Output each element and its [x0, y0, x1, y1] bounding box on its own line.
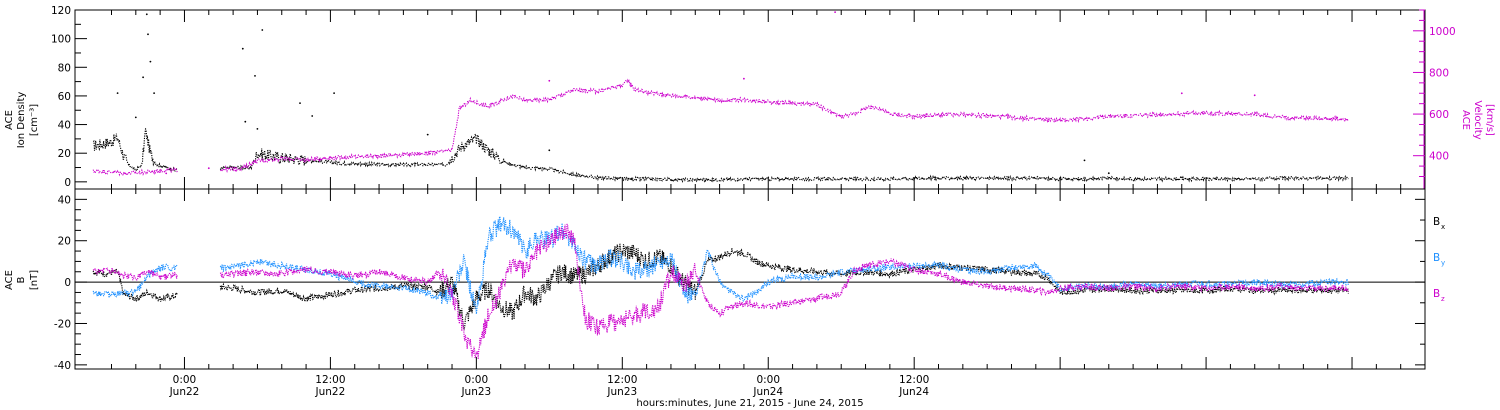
top-outlier-point	[261, 29, 264, 31]
density-tick-label: 60	[58, 91, 71, 103]
top-outlier-point	[207, 167, 210, 170]
legend-subscript-y: y	[1441, 259, 1445, 267]
bottom-panel-data	[75, 214, 1425, 360]
b-series-bz-trace	[92, 267, 178, 281]
density-tick-label: 100	[51, 34, 71, 46]
legend-label-by: B	[1433, 252, 1440, 264]
velocity-axis-title-line2: Velocity	[1472, 100, 1483, 139]
top-outlier-point	[165, 172, 168, 175]
velocity-axis-ticks: 400 600 800 1000	[1413, 9, 1456, 189]
b-axis-title-line2: B	[16, 276, 27, 283]
time-tick-label: 12:00	[315, 374, 345, 386]
density-axis-title-line3: [cm⁻³]	[29, 104, 40, 136]
top-series-density-trace	[92, 127, 178, 173]
top-outlier-point	[1107, 172, 1110, 175]
time-tick-label: 12:00	[607, 374, 637, 386]
velocity-axis-title-line3: [km/s]	[1484, 104, 1495, 136]
density-axis-ticks: 0 20 40 60 80 100 120	[51, 5, 87, 189]
ion-density-velocity-panel: 0 20 40 60 80 100 120 400 600 800 1000 ACE Ion De…	[4, 5, 1495, 190]
top-series-density-trace	[219, 132, 1349, 184]
b-series-bz-trace	[219, 223, 1349, 360]
density-tick-label: 120	[51, 5, 71, 17]
velocity-tick-label: 400	[1429, 151, 1449, 163]
b-tick-label: 40	[58, 194, 71, 206]
time-tick-label: 0:00	[465, 374, 489, 386]
date-tick-label: Jun22	[315, 386, 346, 398]
density-tick-label: 20	[58, 148, 71, 160]
b-series-bx-trace	[219, 243, 1349, 331]
density-axis-title-line1: ACE	[4, 110, 15, 130]
density-tick-label: 80	[58, 62, 71, 74]
top-outlier-point	[743, 77, 745, 80]
top-outlier-point	[149, 60, 152, 63]
top-outlier-point	[256, 127, 259, 130]
top-outlier-point	[426, 133, 429, 136]
top-outlier-point	[134, 116, 137, 119]
b-axis-title-line3: [nT]	[29, 270, 40, 290]
top-outlier-point	[548, 149, 551, 152]
date-tick-label: Jun23	[460, 386, 491, 398]
b-tick-label: 0	[64, 277, 71, 289]
top-outlier-point	[116, 92, 119, 94]
date-tick-label: Jun23	[606, 386, 637, 398]
top-outlier-point	[333, 92, 335, 94]
time-tick-label: 0:00	[173, 374, 197, 386]
top-outlier-point	[1253, 94, 1256, 97]
top-outlier-point	[244, 120, 247, 123]
b-tick-label: 20	[58, 236, 71, 248]
time-axis-labels: 0:00Jun2212:00Jun220:00Jun2312:00Jun230:…	[169, 374, 930, 398]
b-tick-label: -40	[54, 360, 71, 372]
top-series-velocity-trace	[220, 78, 1349, 174]
top-outlier-point	[142, 76, 145, 79]
legend-subscript-x: x	[1441, 223, 1445, 231]
b-axis-title-line1: ACE	[4, 270, 15, 290]
time-tick-label: 0:00	[756, 374, 780, 386]
top-outlier-point	[145, 13, 148, 16]
top-time-ticks	[110, 10, 1402, 189]
top-series-velocity-trace	[92, 166, 178, 177]
velocity-tick-label: 800	[1429, 67, 1449, 79]
top-outlier-point	[925, 113, 928, 115]
density-tick-label: 0	[64, 177, 71, 189]
top-outlier-point	[147, 33, 149, 36]
velocity-tick-label: 600	[1429, 109, 1449, 121]
top-outlier-point	[834, 11, 836, 14]
date-tick-label: Jun24	[898, 386, 929, 398]
top-outlier-point	[548, 79, 551, 82]
top-outlier-point	[241, 47, 244, 50]
top-outlier-point	[254, 75, 256, 77]
date-tick-label: Jun24	[752, 386, 783, 398]
legend-label-bz: B	[1433, 288, 1440, 300]
b-axis-ticks: -40 -20 0 20 40	[54, 194, 1425, 372]
date-tick-label: Jun22	[169, 386, 200, 398]
bottom-panel-frame	[74, 188, 1426, 370]
time-axis-title: hours:minutes, June 21, 2015 - June 24, …	[636, 398, 863, 409]
b-series-bx-trace	[92, 267, 178, 302]
top-outlier-point	[1180, 92, 1183, 95]
top-outlier-point	[153, 92, 156, 94]
top-outlier-point	[1083, 159, 1086, 162]
legend-label-bx: B	[1433, 216, 1440, 228]
top-panel-data	[92, 11, 1349, 184]
top-outlier-point	[311, 115, 314, 117]
density-tick-label: 40	[58, 120, 71, 132]
b-tick-label: -20	[54, 318, 71, 330]
velocity-axis-title-line1: ACE	[1460, 110, 1471, 130]
b-series-by-trace	[92, 263, 178, 298]
time-tick-label: 12:00	[899, 374, 929, 386]
bottom-time-ticks	[110, 189, 1402, 369]
velocity-tick-label: 1000	[1429, 26, 1456, 38]
legend-subscript-z: z	[1441, 295, 1445, 303]
density-axis-title-line2: Ion Density	[16, 92, 27, 149]
top-outlier-point	[299, 102, 301, 104]
